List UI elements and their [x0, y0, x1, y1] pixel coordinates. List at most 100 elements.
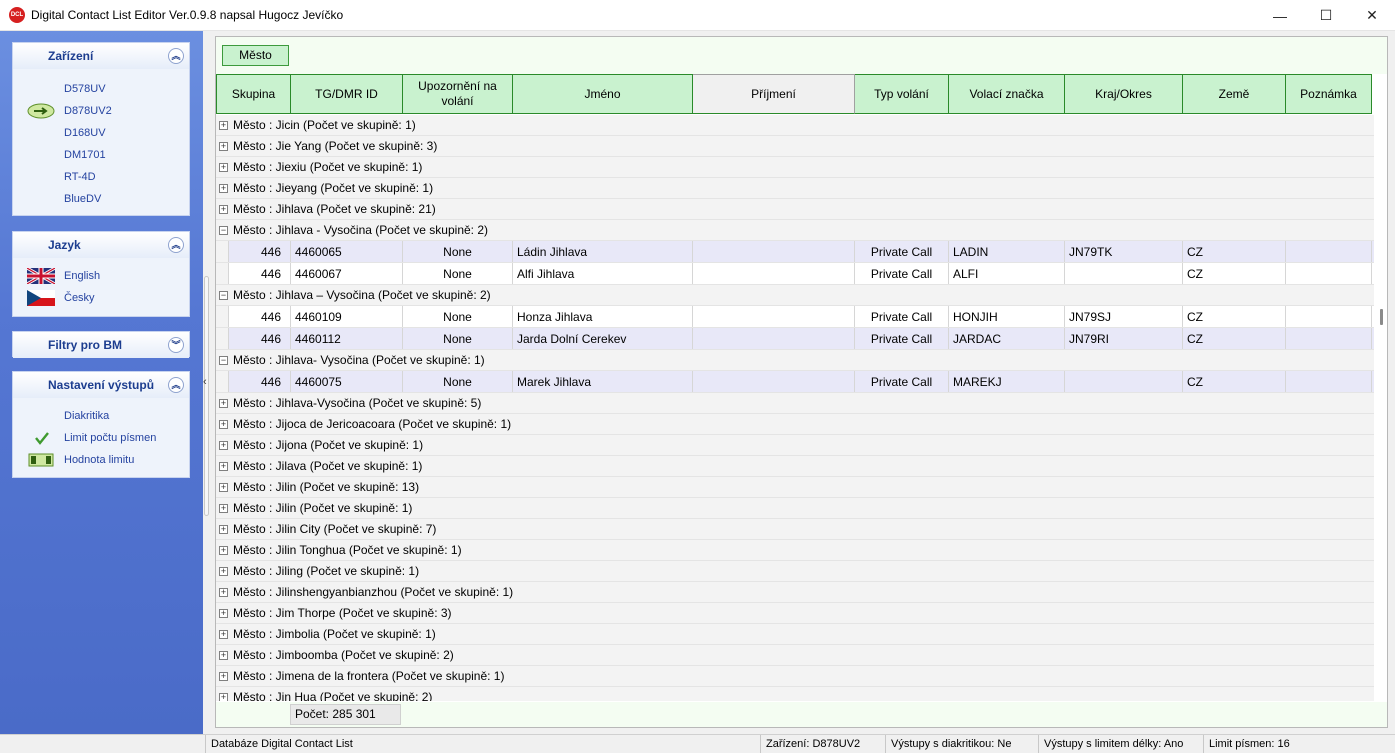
group-by-chip[interactable]: Město — [222, 45, 289, 66]
group-row[interactable]: + Město : Jihlava-Vysočina (Počet ve skup… — [216, 393, 1374, 414]
column-header-tg-dmr-id[interactable]: TG/DMR ID — [291, 74, 403, 114]
group-row[interactable]: + Město : Jijona (Počet ve skupině: 1) — [216, 435, 1374, 456]
splitter-grip[interactable] — [204, 276, 209, 516]
cell-skupina[interactable]: 446 — [229, 263, 291, 284]
group-row[interactable]: − Město : Jihlava - Vysočina (Počet ve sk… — [216, 220, 1374, 241]
language-panel-header[interactable]: Jazyk ︽ — [13, 232, 189, 258]
expand-toggle-icon[interactable]: + — [219, 140, 228, 151]
output-settings-panel-header[interactable]: Nastavení výstupů ︽ — [13, 372, 189, 398]
group-row[interactable]: + Město : Jijoca de Jericoacoara (Počet v… — [216, 414, 1374, 435]
group-row[interactable]: + Město : Jieyang (Počet ve skupině: 1) — [216, 178, 1374, 199]
cell-callsign[interactable]: LADIN — [949, 241, 1065, 262]
group-row[interactable]: + Město : Jin Hua (Počet ve skupině: 2) — [216, 687, 1374, 701]
cell-callsign[interactable]: MAREKJ — [949, 371, 1065, 392]
device-item-d578uv[interactable]: D578UV — [13, 78, 189, 100]
group-row[interactable]: + Město : Jicin (Počet ve skupině: 1) — [216, 115, 1374, 136]
expand-toggle-icon[interactable]: + — [219, 182, 228, 193]
cell-first-name[interactable]: Marek Jihlava — [513, 371, 693, 392]
cell-first-name[interactable]: Jarda Dolní Cerekev — [513, 328, 693, 349]
collapse-left-icon[interactable]: ‹ — [203, 376, 207, 388]
collapse-up-icon[interactable]: ︽ — [168, 377, 184, 393]
cell-call-alert[interactable]: None — [403, 241, 513, 262]
group-row[interactable]: − Město : Jihlava- Vysočina (Počet ve sku… — [216, 350, 1374, 371]
cell-first-name[interactable]: Honza Jihlava — [513, 306, 693, 327]
cell-first-name[interactable]: Ládin Jihlava — [513, 241, 693, 262]
group-row[interactable]: + Město : Jimboomba (Počet ve skupině: 2) — [216, 645, 1374, 666]
table-row[interactable]: 446 4460065 None Ládin Jihlava Private Call L… — [216, 241, 1374, 263]
cell-tg-dmr-id[interactable]: 4460075 — [291, 371, 403, 392]
expand-toggle-icon[interactable]: + — [219, 439, 228, 450]
device-item-rt-4d[interactable]: RT-4D — [13, 166, 189, 188]
group-row[interactable]: + Město : Jimbolia (Počet ve skupině: 1) — [216, 624, 1374, 645]
vertical-scrollbar[interactable] — [1375, 115, 1387, 701]
expand-toggle-icon[interactable]: + — [219, 481, 228, 492]
cell-note[interactable] — [1286, 328, 1372, 349]
cell-call-alert[interactable]: None — [403, 328, 513, 349]
cell-last-name[interactable] — [693, 306, 855, 327]
device-item-bluedv[interactable]: BlueDV — [13, 188, 189, 210]
cell-call-type[interactable]: Private Call — [855, 328, 949, 349]
expand-toggle-icon[interactable]: + — [219, 397, 228, 408]
language-item-english[interactable]: English — [13, 265, 189, 287]
collapse-toggle-icon[interactable]: − — [219, 354, 228, 365]
expand-toggle-icon[interactable]: + — [219, 418, 228, 429]
cell-skupina[interactable]: 446 — [229, 306, 291, 327]
expand-toggle-icon[interactable]: + — [219, 502, 228, 513]
cell-region[interactable] — [1065, 263, 1183, 284]
cell-last-name[interactable] — [693, 263, 855, 284]
cell-callsign[interactable]: HONJIH — [949, 306, 1065, 327]
close-button[interactable]: ✕ — [1366, 7, 1378, 23]
collapse-toggle-icon[interactable]: − — [219, 224, 228, 235]
cell-note[interactable] — [1286, 263, 1372, 284]
expand-toggle-icon[interactable]: + — [219, 670, 228, 681]
expand-toggle-icon[interactable]: + — [219, 691, 228, 701]
panel-splitter[interactable]: ‹ — [203, 31, 211, 734]
group-row[interactable]: + Město : Jilin City (Počet ve skupině: 7… — [216, 519, 1374, 540]
group-row[interactable]: + Město : Jilin (Počet ve skupině: 13) — [216, 477, 1374, 498]
expand-toggle-icon[interactable]: + — [219, 628, 228, 639]
cell-last-name[interactable] — [693, 371, 855, 392]
group-row[interactable]: + Město : Jilin Tonghua (Počet ve skupině… — [216, 540, 1374, 561]
cell-call-alert[interactable]: None — [403, 371, 513, 392]
group-row[interactable]: − Město : Jihlava – Vysočina (Počet ve sk… — [216, 285, 1374, 306]
devices-panel-header[interactable]: Zařízení ︽ — [13, 43, 189, 69]
expand-toggle-icon[interactable]: + — [219, 649, 228, 660]
cell-callsign[interactable]: ALFI — [949, 263, 1065, 284]
cell-country[interactable]: CZ — [1183, 241, 1286, 262]
setting-item-limit-value[interactable]: Hodnota limitu — [13, 449, 189, 471]
column-header-callsign[interactable]: Volací značka — [949, 74, 1065, 114]
group-row[interactable]: + Město : Jilava (Počet ve skupině: 1) — [216, 456, 1374, 477]
cell-note[interactable] — [1286, 241, 1372, 262]
table-row[interactable]: 446 4460109 None Honza Jihlava Private Call H… — [216, 306, 1374, 328]
cell-skupina[interactable]: 446 — [229, 241, 291, 262]
column-header-call-alert[interactable]: Upozornění na volání — [403, 74, 513, 114]
bm-filters-panel-header[interactable]: Filtry pro BM ︾ — [13, 332, 189, 358]
table-row[interactable]: 446 4460112 None Jarda Dolní Cerekev Private… — [216, 328, 1374, 350]
device-item-dm1701[interactable]: DM1701 — [13, 144, 189, 166]
column-header-note[interactable]: Poznámka — [1286, 74, 1372, 114]
expand-toggle-icon[interactable]: + — [219, 586, 228, 597]
cell-last-name[interactable] — [693, 241, 855, 262]
maximize-button[interactable]: ☐ — [1319, 7, 1333, 23]
group-row[interactable]: + Město : Jiling (Počet ve skupině: 1) — [216, 561, 1374, 582]
cell-region[interactable] — [1065, 371, 1183, 392]
group-row[interactable]: + Město : Jimena de la frontera (Počet ve… — [216, 666, 1374, 687]
table-row[interactable]: 446 4460075 None Marek Jihlava Private Call M… — [216, 371, 1374, 393]
language-item-czech[interactable]: Česky — [13, 287, 189, 309]
collapse-up-icon[interactable]: ︽ — [168, 237, 184, 253]
cell-country[interactable]: CZ — [1183, 371, 1286, 392]
device-item-d168uv[interactable]: D168UV — [13, 122, 189, 144]
cell-tg-dmr-id[interactable]: 4460112 — [291, 328, 403, 349]
cell-call-type[interactable]: Private Call — [855, 241, 949, 262]
cell-tg-dmr-id[interactable]: 4460067 — [291, 263, 403, 284]
cell-skupina[interactable]: 446 — [229, 371, 291, 392]
setting-item-letter-limit[interactable]: Limit počtu písmen — [13, 427, 189, 449]
scrollbar-thumb[interactable] — [1380, 309, 1383, 325]
column-header-first-name[interactable]: Jméno — [513, 74, 693, 114]
cell-skupina[interactable]: 446 — [229, 328, 291, 349]
expand-down-icon[interactable]: ︾ — [168, 337, 184, 353]
cell-region[interactable]: JN79RI — [1065, 328, 1183, 349]
cell-region[interactable]: JN79TK — [1065, 241, 1183, 262]
cell-callsign[interactable]: JARDAC — [949, 328, 1065, 349]
cell-note[interactable] — [1286, 306, 1372, 327]
